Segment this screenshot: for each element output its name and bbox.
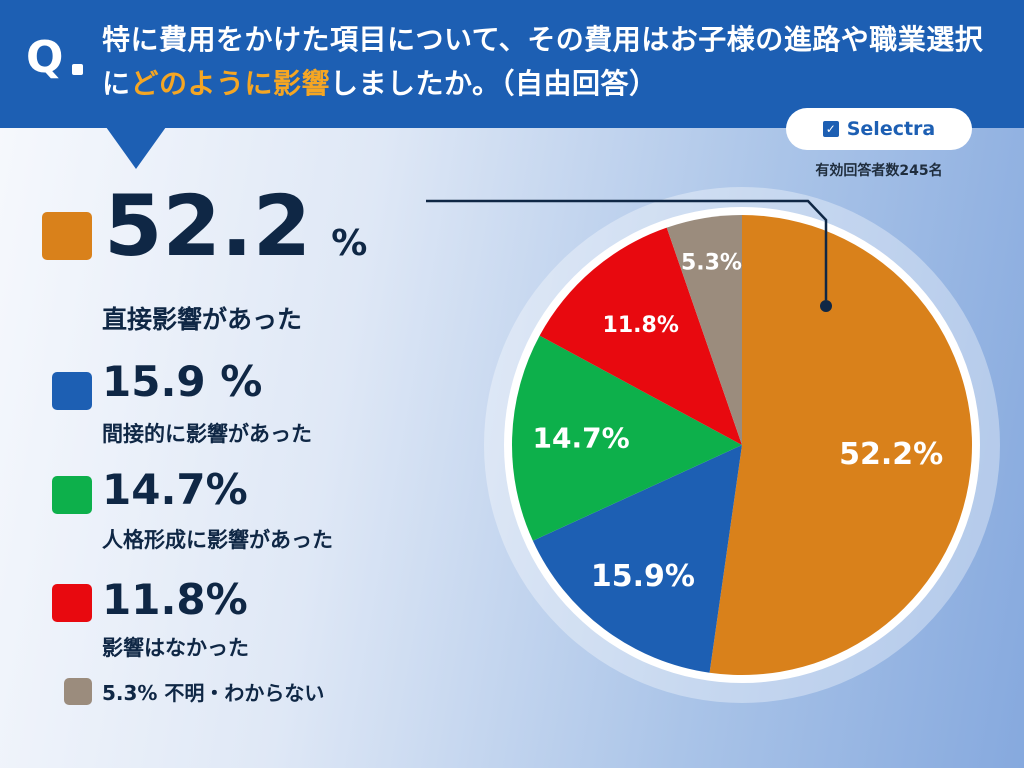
legend-pct-direct: 52.2% xyxy=(104,177,368,275)
legend-swatch-indirect xyxy=(52,372,92,410)
callout-dot xyxy=(820,300,832,312)
question-dot xyxy=(72,64,83,75)
pie-label-indirect: 15.9% xyxy=(591,559,695,594)
title-part2: しましたか。（自由回答） xyxy=(330,67,658,100)
callout-line xyxy=(426,199,828,300)
legend-pct-personality: 14.7% xyxy=(102,465,248,514)
pie-label-none: 11.8% xyxy=(603,313,679,338)
question-mark: Q xyxy=(26,32,64,83)
legend-label-none: 影響はなかった xyxy=(102,636,249,660)
header-pointer xyxy=(106,127,166,169)
legend-label-unknown: 5.3% 不明・わからない xyxy=(102,681,325,705)
title-highlight: どのように影響 xyxy=(130,67,331,100)
pie-slice-personality xyxy=(512,335,742,541)
respondent-count: 有効回答者数245名 xyxy=(815,163,943,179)
legend-swatch-personality xyxy=(52,476,92,514)
pie-slice-labels: 52.2% 15.9% 14.7% 11.8% 5.3% xyxy=(533,251,944,595)
pie-slices xyxy=(512,215,972,675)
pie-label-personality: 14.7% xyxy=(533,422,630,455)
question-title: 特に費用をかけた項目について、その費用はお子様の進路や職業選択にどのように影響し… xyxy=(102,18,1002,106)
legend-swatch-direct xyxy=(42,212,92,260)
legend-swatch-none xyxy=(52,584,92,622)
pie-slice-indirect xyxy=(532,445,742,673)
legend-pct-none: 11.8% xyxy=(102,575,248,624)
brand-name: Selectra xyxy=(846,118,936,140)
brand-badge: ✓ Selectra xyxy=(786,108,972,150)
legend-pct-indirect: 15.9 % xyxy=(102,357,263,406)
question-header: Q 特に費用をかけた項目について、その費用はお子様の進路や職業選択にどのように影… xyxy=(0,0,1024,128)
pie-slice-none xyxy=(539,227,742,445)
pie-slice-unknown xyxy=(666,215,742,445)
pie-slice-direct xyxy=(709,215,972,675)
legend-label-direct: 直接影響があった xyxy=(102,305,303,334)
legend-label-indirect: 間接的に影響があった xyxy=(102,422,312,446)
legend-label-personality: 人格形成に影響があった xyxy=(102,528,333,552)
title-part1: 特に費用をかけた項目について、その費用はお子様の進路や職業選択に xyxy=(102,23,984,100)
legend-swatch-unknown xyxy=(64,678,92,705)
check-icon: ✓ xyxy=(822,121,839,137)
pie-label-unknown: 5.3% xyxy=(681,251,742,276)
pie-label-direct: 52.2% xyxy=(839,437,943,472)
